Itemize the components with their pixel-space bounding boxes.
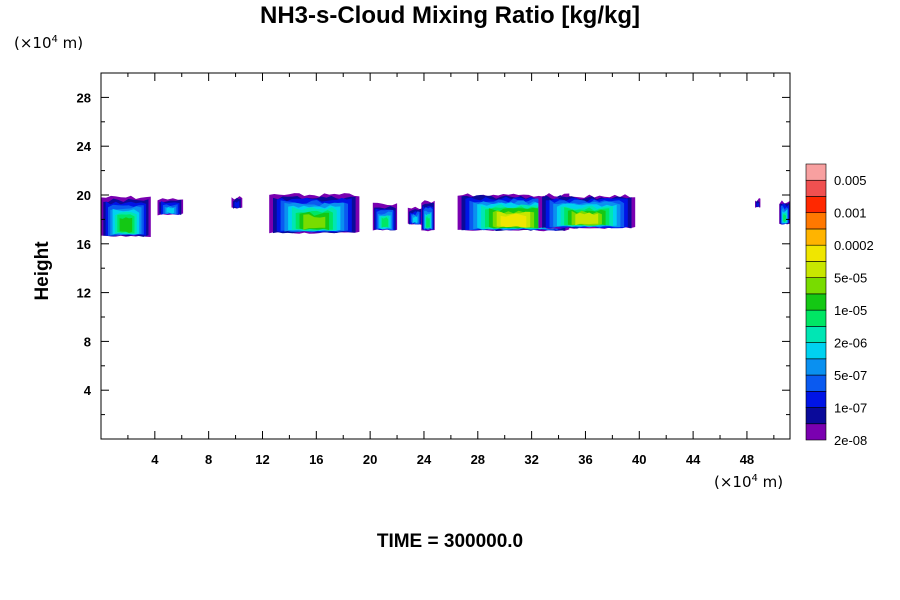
time-label: TIME = 300000.0 (376, 531, 524, 552)
cloud-field (101, 193, 790, 237)
cloud-patch-layer (756, 202, 759, 207)
colorbar-swatch (805, 293, 827, 311)
cloud-patch-layer (166, 207, 175, 214)
colorbar-swatch (805, 309, 827, 327)
x-tick-label: 16 (309, 452, 323, 467)
cloud-patch-layer (783, 213, 786, 223)
x-tick-label: 36 (578, 452, 592, 467)
y-tick-label: 16 (77, 237, 91, 252)
colorbar-swatch (805, 212, 827, 230)
x-tick-label: 28 (471, 452, 485, 467)
y-axis: 4 8 12 16 20 24 28 (77, 90, 790, 416)
y-tick-label: 12 (77, 286, 91, 301)
colorbar-swatch (805, 326, 827, 343)
colorbar-swatch (805, 342, 827, 360)
y-tick-label: 24 (77, 139, 92, 154)
colorbar-swatch (805, 244, 827, 262)
x-tick-label: 8 (205, 452, 212, 467)
colorbar-swatch (805, 390, 827, 408)
colorbar-label: 5e-05 (834, 271, 867, 286)
x-tick-label: 12 (255, 452, 269, 467)
x-tick-label: 44 (686, 452, 701, 467)
x-tick-label: 40 (632, 452, 646, 467)
x-tick-label: 24 (417, 452, 432, 467)
colorbar-label: 2e-08 (834, 433, 867, 448)
colorbar-label: 0.001 (834, 206, 867, 221)
cloud-patch-layer (381, 217, 389, 228)
cloud-patch-layer (303, 214, 326, 230)
y-tick-label: 8 (84, 334, 91, 349)
cloud-patch-layer (119, 217, 133, 233)
y-tick-label: 4 (84, 383, 92, 398)
colorbar-label: 0.005 (834, 173, 867, 188)
y-tick-label: 28 (77, 90, 91, 105)
y-axis-unit: (×104 m) (14, 34, 84, 52)
x-tick-label: 4 (151, 452, 159, 467)
colorbar-swatch (805, 277, 827, 295)
colorbar-swatch (805, 261, 827, 278)
cloud-patch-layer (234, 201, 240, 209)
colorbar-label: 0.0002 (834, 238, 874, 253)
x-tick-label: 48 (740, 452, 754, 467)
colorbar-swatch (805, 374, 827, 392)
colorbar-swatch (805, 179, 827, 197)
colorbar: 0.005 0.001 0.0002 5e-05 1e-05 2e-06 5e-07 1e-0… (805, 163, 874, 448)
colorbar-swatch (805, 163, 827, 181)
x-tick-label: 32 (524, 452, 538, 467)
cloud-patch-layer (426, 216, 430, 229)
cloud-patch-layer (413, 216, 418, 224)
colorbar-swatch (805, 228, 827, 246)
x-axis: 4 8 12 16 20 24 28 32 36 40 44 48 (127, 73, 775, 467)
colorbar-label: 1e-05 (834, 303, 867, 318)
colorbar-swatch (805, 423, 827, 441)
colorbar-swatch (805, 196, 827, 214)
chart-title: NH3-s-Cloud Mixing Ratio [kg/kg] (260, 2, 640, 29)
colorbar-swatch (805, 358, 827, 376)
colorbar-label: 2e-06 (834, 336, 867, 351)
cloud-patch-layer (575, 212, 599, 226)
cloud-patch-layer (500, 213, 527, 228)
colorbar-swatch (805, 407, 827, 425)
x-tick-label: 20 (363, 452, 377, 467)
colorbar-label: 1e-07 (834, 401, 867, 416)
y-tick-label: 20 (77, 188, 91, 203)
plot-frame (100, 72, 791, 440)
x-axis-unit: (×104 m) (714, 473, 784, 491)
colorbar-label: 5e-07 (834, 368, 867, 383)
